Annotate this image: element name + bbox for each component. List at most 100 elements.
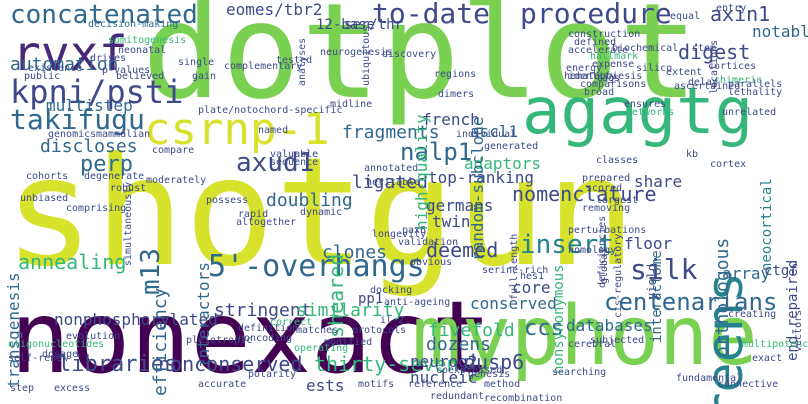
word-centenarians: centenarians (604, 288, 778, 316)
word-hematopoiesis: hematopoiesis (564, 71, 643, 82)
word-myphone: myphone (412, 289, 758, 384)
word-12-base: 12-base (316, 17, 376, 33)
word-twin: twin (432, 212, 471, 231)
word-neonatal: neonatal (118, 45, 167, 56)
word-procedure: procedure (520, 0, 672, 30)
word-analyses: analyses (297, 37, 308, 86)
word-discloses: discloses (40, 136, 138, 157)
word-takifugu: takifugu (10, 103, 145, 136)
word-validation: validation (398, 237, 459, 248)
word-mammalian: mammalian (96, 129, 151, 140)
word-regions: regions (434, 69, 477, 80)
word-comprising: comprising (66, 203, 127, 214)
word-databases: databases (566, 316, 653, 335)
word-eomes-tbr2: eomes/tbr2 (226, 0, 323, 19)
word-equal: equal (670, 11, 701, 22)
word-prepared: prepared (582, 173, 631, 184)
word-dotplot: dotplot (142, 0, 699, 129)
word-heritable: heritable (366, 177, 421, 188)
word-rapid: rapid (238, 209, 269, 220)
word-axin1: axin1 (710, 2, 771, 26)
word-dusp6: dusp6 (464, 350, 525, 374)
word-thirty-seven: thirty-seven (314, 352, 459, 376)
word-valuable: valuable (270, 149, 319, 160)
word-pleiotropic: pleiotropic (186, 335, 253, 346)
word-silico: silico (636, 63, 673, 74)
word-redundant: redundant (430, 391, 485, 402)
word-recombination: recombination (484, 393, 563, 404)
word-rvxf: rvxf (12, 26, 128, 82)
word-ensures: ensures (624, 99, 667, 110)
word-concatenated: concatenated (10, 0, 198, 30)
word-simultaneously: simultaneously (123, 181, 134, 266)
word-unrelated: unrelated (722, 107, 777, 118)
word-ctgf: ctgf (764, 263, 798, 279)
word-ligated: ligated (352, 172, 428, 193)
word-entry: entry (716, 3, 747, 14)
word-kb: kb (686, 149, 699, 160)
word-largest: largest (596, 195, 639, 206)
word-kpni-psti: kpni/psti (10, 73, 184, 111)
word-definition: definition (238, 323, 299, 334)
word-ubiquitous: ubiquitous (361, 25, 372, 86)
word-neurogenesis: neurogenesis (320, 47, 393, 58)
word-serine-rich: serine-rich (482, 265, 549, 276)
word-broad: broad (584, 87, 615, 98)
word-annealing: annealing (18, 250, 127, 274)
word-defined: defined (574, 37, 617, 48)
word-self-renew: self-renew (8, 353, 69, 364)
word-stringent: stringent (214, 300, 312, 321)
word-accurate: accurate (198, 379, 247, 390)
word-midline: midline (330, 99, 373, 110)
word-multipotency: multipotency (742, 339, 808, 350)
word-searching: searching (552, 367, 607, 378)
word-shotgun: shotgun (4, 126, 637, 300)
word-cortices: cortices (708, 61, 757, 72)
word-public: public (24, 71, 61, 82)
word-accelerate: accelerate (568, 45, 629, 56)
word-construction: construction (568, 29, 641, 40)
word-generated: generated (484, 141, 539, 152)
word-stem: stem (692, 43, 717, 54)
word-multistep: multistep (46, 96, 133, 115)
word-core: core (512, 278, 551, 297)
word-noncoding: noncoding (238, 333, 293, 344)
word-compare: compare (152, 145, 195, 156)
word-robust: robust (110, 183, 147, 194)
word-believed: believed (116, 71, 165, 82)
word-extent: extent (666, 67, 703, 78)
word-nonphosphorylated: nonphosphorylated (54, 310, 218, 329)
word-dynamic: dynamic (300, 207, 343, 218)
word-il-2: il-2 (380, 315, 405, 326)
word-nucleic: nucleic (410, 368, 478, 387)
word-scored: scored (586, 183, 623, 194)
word-floor: floor (624, 234, 673, 253)
word-deficiencies: deficiencies (597, 215, 608, 288)
word-agagtg: agagtg (522, 75, 754, 149)
word-interactors: interactors (194, 262, 213, 368)
word-to-date: to-date (372, 0, 491, 30)
word-french: french (422, 110, 480, 129)
word-doubling: doubling (266, 190, 353, 211)
word-tested: tested (276, 55, 313, 66)
word-neurog2: neurog2 (410, 352, 478, 371)
word-expense: expense (592, 59, 635, 70)
word-coexpressed: coexpressed (436, 365, 503, 376)
word-evolution: evolution (66, 331, 121, 342)
word-polarity: polarity (248, 369, 297, 380)
word-cohorts: cohorts (26, 171, 69, 182)
word-removing: removing (582, 203, 631, 214)
word-nonsynonymous: nonsynonymous (551, 264, 567, 374)
word-named: named (258, 125, 289, 136)
word-axud1: axud1 (236, 148, 315, 178)
word-csrnp-1: csrnp-1 (144, 104, 330, 155)
word-operating: operating (294, 343, 349, 354)
word-matches: matches (296, 325, 339, 336)
word-deemed: deemed (426, 238, 499, 262)
word-dosage: dosage (42, 349, 79, 360)
word-insert: insert (520, 230, 614, 260)
word-orthologous: orthologous (712, 237, 733, 357)
word-vectors: vectors (793, 309, 804, 352)
word-nalp1: nalp1 (400, 138, 473, 166)
word-energy: energy (566, 63, 603, 74)
